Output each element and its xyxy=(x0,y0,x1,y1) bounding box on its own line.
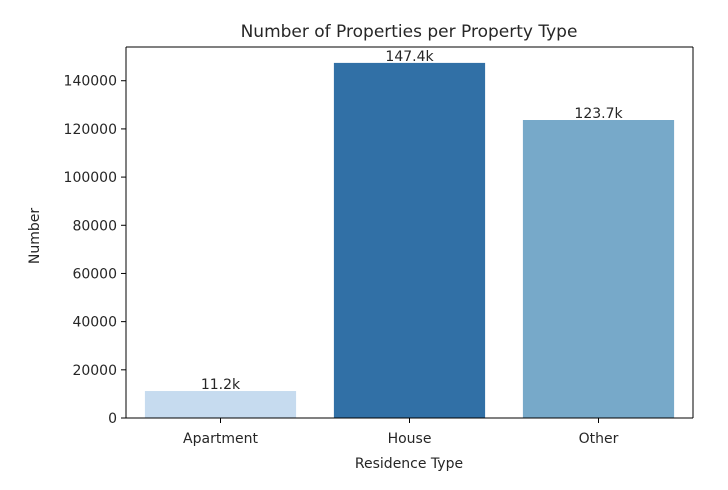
bar-apartment xyxy=(144,391,297,418)
data-label: 123.7k xyxy=(574,106,623,122)
x-tick-label: Apartment xyxy=(183,431,258,447)
y-tick-label: 80000 xyxy=(72,218,117,234)
y-tick-label: 40000 xyxy=(72,315,117,331)
x-tick-label: Other xyxy=(579,431,619,447)
data-label: 11.2k xyxy=(201,377,241,393)
y-axis-label: Number xyxy=(27,208,43,264)
x-tick-label: House xyxy=(388,431,432,447)
bar-house xyxy=(333,62,486,419)
y-tick-label: 140000 xyxy=(64,74,117,90)
y-tick-label: 20000 xyxy=(72,363,117,379)
y-tick-label: 60000 xyxy=(72,266,117,282)
plot-area: 0 20000 40000 60000 80000 100000 120000 140000 A… xyxy=(64,46,694,447)
chart-title: Number of Properties per Property Type xyxy=(241,22,578,42)
bar-other xyxy=(522,120,675,418)
y-tick-label: 100000 xyxy=(64,170,117,186)
x-axis-label: Residence Type xyxy=(355,456,463,472)
y-tick-label: 120000 xyxy=(64,122,117,138)
y-tick-label: 0 xyxy=(108,411,117,427)
data-label: 147.4k xyxy=(385,49,434,65)
